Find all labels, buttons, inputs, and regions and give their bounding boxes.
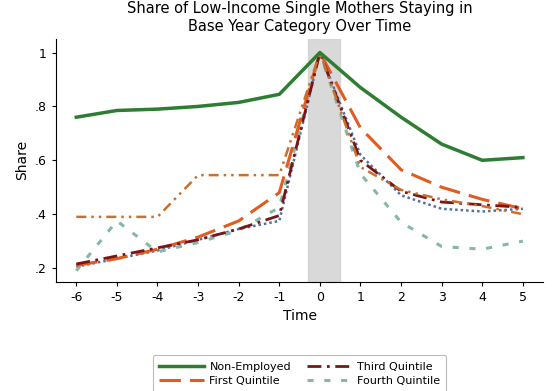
X-axis label: Time: Time bbox=[283, 309, 316, 323]
Y-axis label: Share: Share bbox=[16, 140, 30, 180]
Legend: Non-Employed, First Quintile, Second Quintile, Third Quintile, Fourth Quintile, : Non-Employed, First Quintile, Second Qui… bbox=[153, 355, 446, 391]
Title: Share of Low-Income Single Mothers Staying in
Base Year Category Over Time: Share of Low-Income Single Mothers Stayi… bbox=[127, 1, 473, 34]
Bar bbox=[307, 39, 340, 282]
